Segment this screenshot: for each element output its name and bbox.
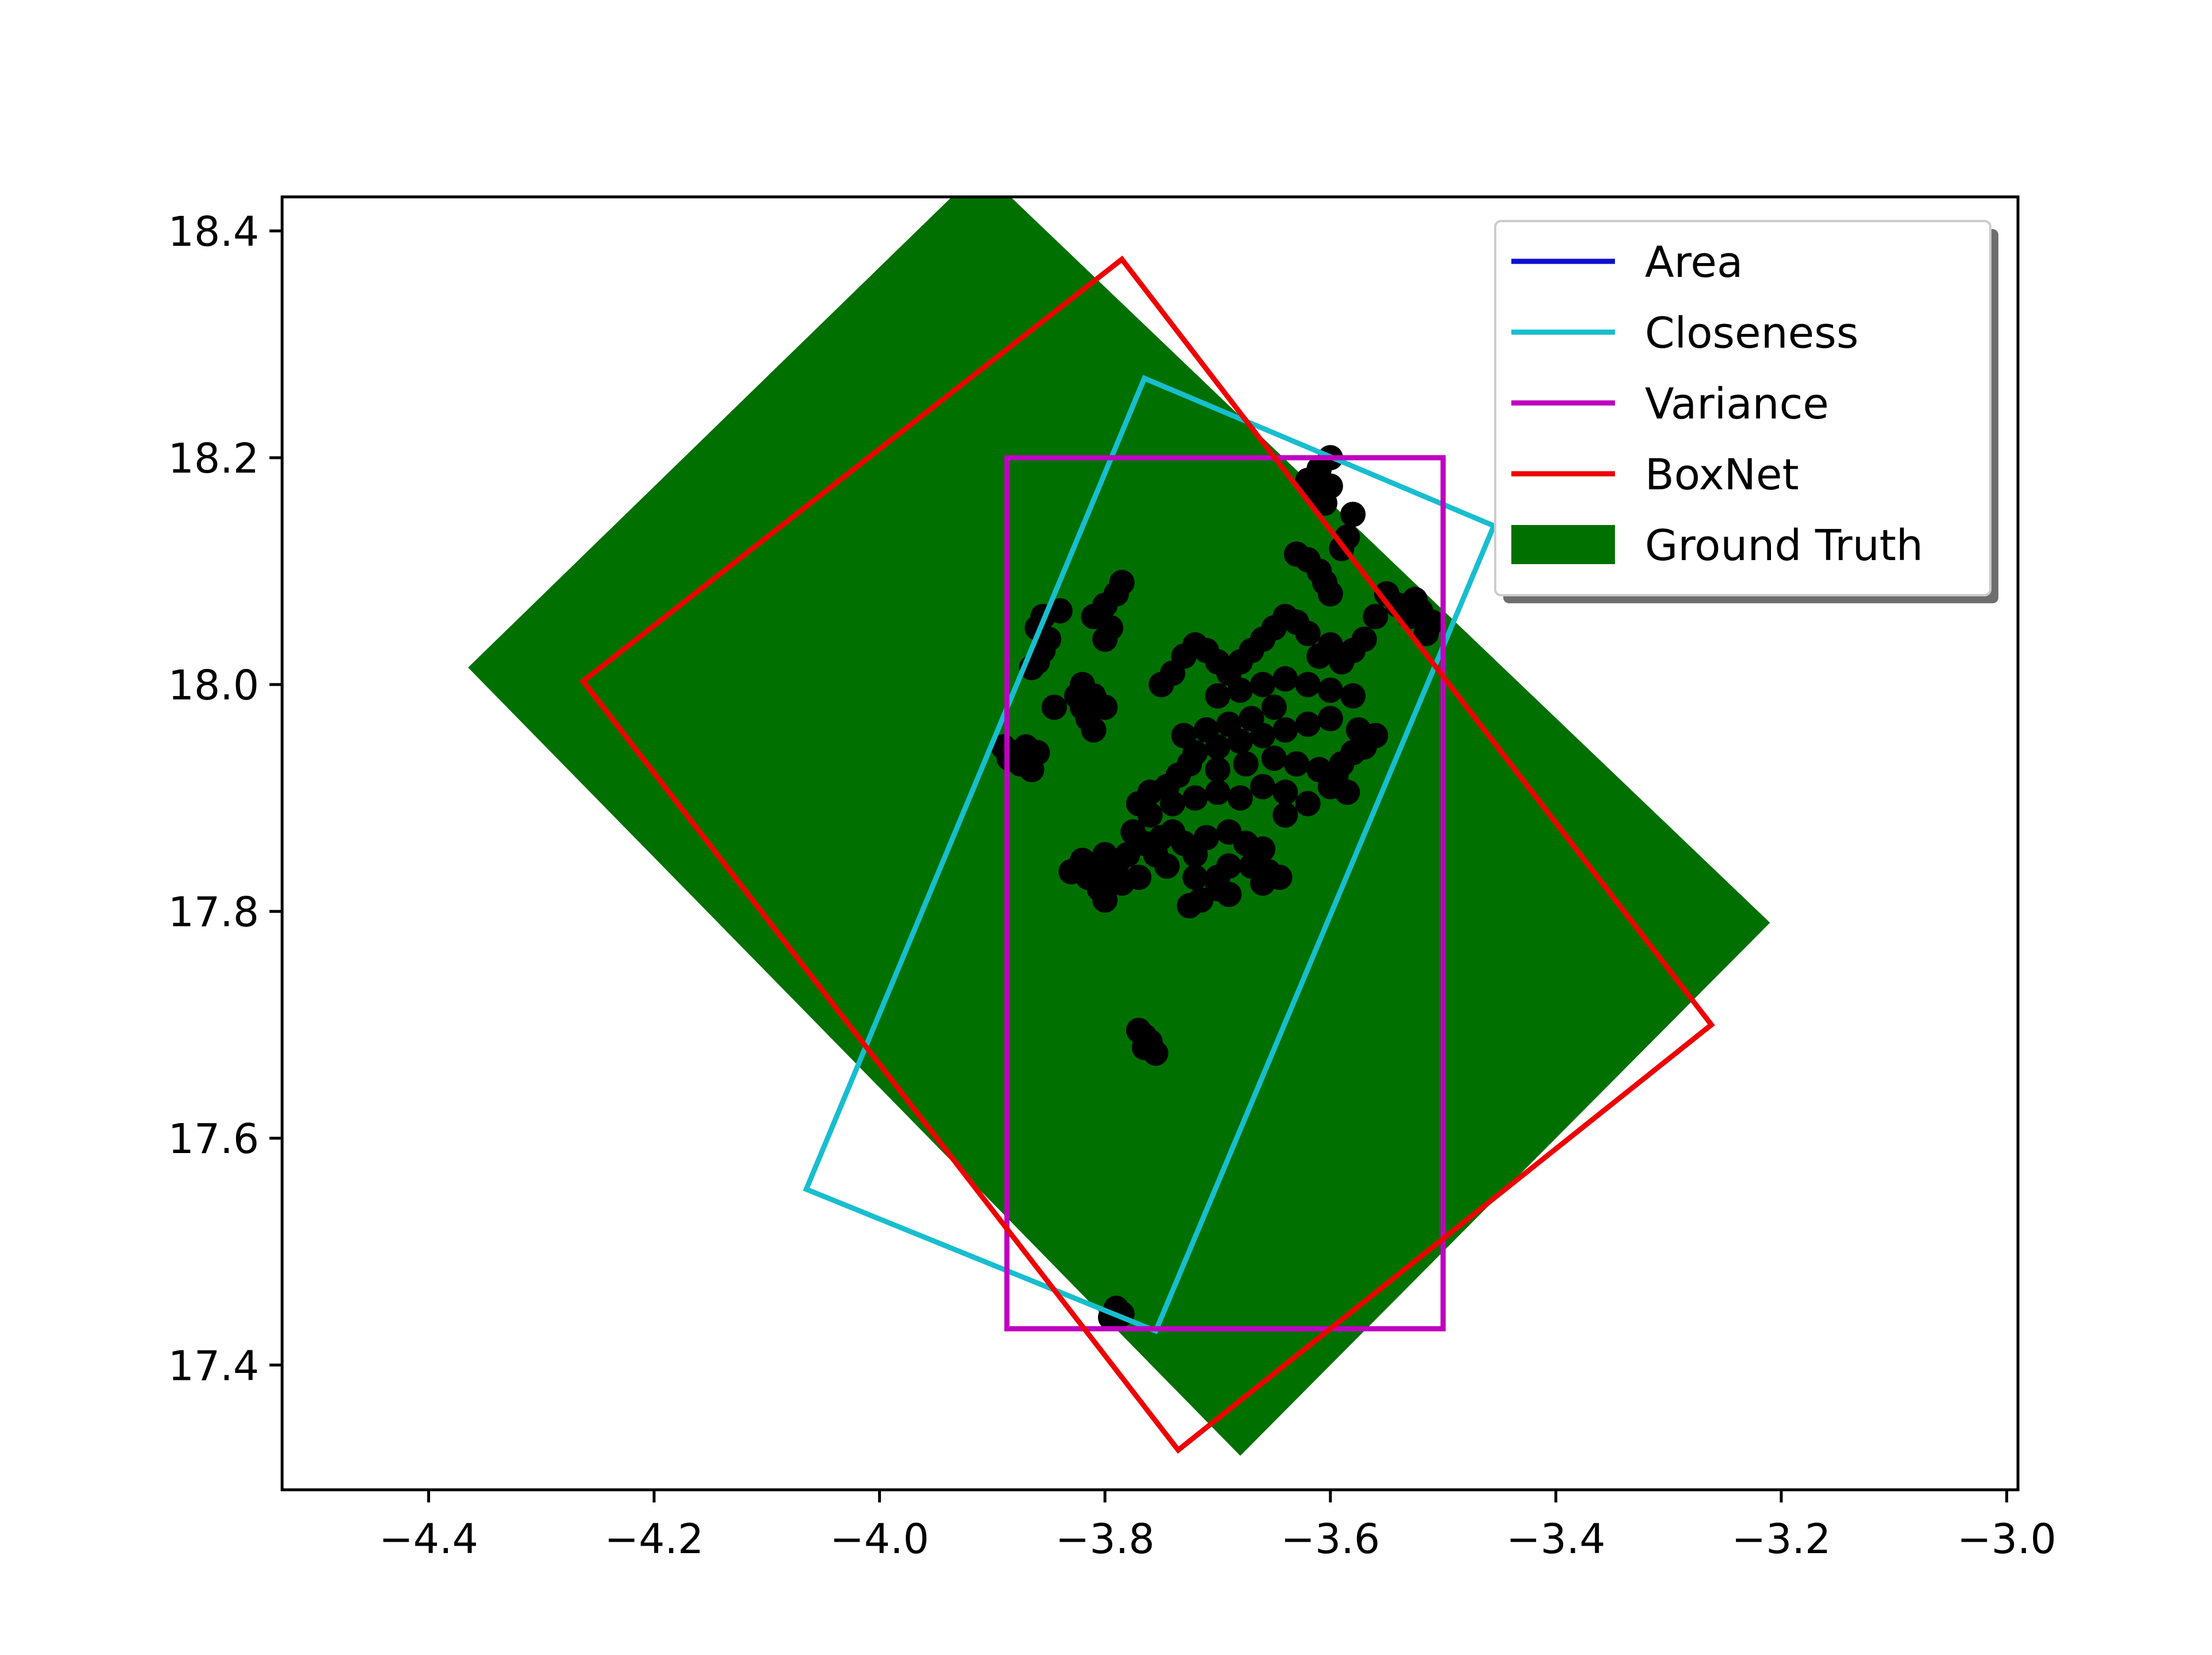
- scatter-point: [1295, 467, 1321, 493]
- scatter-point: [1205, 756, 1230, 782]
- x-tick-label: −3.4: [1506, 1515, 1605, 1563]
- scatter-point: [1182, 785, 1208, 811]
- scatter-point: [1340, 683, 1366, 709]
- scatter-point: [1340, 501, 1366, 527]
- scatter-point: [1363, 604, 1389, 629]
- scatter-point: [1295, 672, 1321, 698]
- scatter-point: [1205, 779, 1230, 805]
- scatter-point: [1081, 717, 1107, 743]
- scatter-point: [1402, 587, 1428, 612]
- x-tick-label: −4.2: [605, 1515, 704, 1563]
- scatter-point: [1250, 672, 1276, 698]
- scatter-point: [1261, 745, 1287, 771]
- scatter-point: [1272, 802, 1298, 828]
- scatter-point: [1182, 865, 1208, 891]
- scatter-point: [1306, 643, 1332, 669]
- scatter-point: [1250, 774, 1276, 800]
- y-tick-label: 17.6: [168, 1115, 259, 1163]
- legend-label-area: Area: [1645, 238, 1743, 287]
- legend-label-variance: Variance: [1645, 379, 1829, 429]
- scatter-point: [1227, 785, 1253, 811]
- y-axis: 17.4 17.6 17.8 18.0 18.2 18.4: [168, 208, 282, 1390]
- scatter-point: [1250, 722, 1276, 748]
- scatter-point: [1092, 887, 1118, 913]
- scatter-point: [1250, 870, 1276, 896]
- scatter-point: [1284, 751, 1309, 777]
- scatter-point: [1317, 581, 1343, 607]
- scatter-point: [1126, 865, 1151, 891]
- scatter-point: [1042, 694, 1067, 720]
- scatter-point: [1272, 666, 1298, 692]
- scatter-point: [1137, 802, 1163, 828]
- boxnet-box: [579, 256, 1715, 1454]
- x-tick-label: −3.6: [1281, 1515, 1380, 1563]
- scatter-point: [1272, 717, 1298, 743]
- y-tick-label: 17.4: [168, 1342, 259, 1390]
- scatter-point: [1317, 678, 1343, 703]
- scatter-point: [1177, 893, 1202, 919]
- y-tick-label: 18.4: [168, 208, 259, 256]
- y-tick-label: 18.2: [168, 435, 259, 482]
- scatter-point: [1284, 541, 1309, 567]
- scatter-point: [1323, 762, 1349, 788]
- legend: Area Closeness Variance BoxNet Ground Truth: [1494, 220, 1998, 603]
- legend-label-ground-truth: Ground Truth: [1645, 521, 1923, 570]
- scatter-point: [1205, 683, 1230, 709]
- x-tick-label: −3.0: [1957, 1515, 2056, 1563]
- scatter-point: [1160, 791, 1185, 816]
- scatter-point: [1227, 678, 1253, 703]
- scatter-point: [1018, 756, 1044, 782]
- scatter-point: [1261, 694, 1287, 720]
- variance-box: [1004, 455, 1446, 1331]
- plot-area: [468, 197, 1770, 1456]
- scatter-point: [1064, 683, 1090, 709]
- y-tick-label: 18.0: [168, 661, 259, 709]
- x-tick-label: −4.4: [379, 1515, 478, 1563]
- x-tick-label: −3.8: [1055, 1515, 1154, 1563]
- axes-frame: [280, 195, 2020, 1492]
- y-tick-label: 17.8: [168, 888, 259, 936]
- legend-swatch-ground-truth: [1511, 525, 1615, 564]
- scatter-point: [1317, 706, 1343, 732]
- scatter-point: [1092, 626, 1118, 652]
- scatter-point: [1233, 751, 1259, 777]
- legend-label-boxnet: BoxNet: [1645, 450, 1799, 500]
- scatter-point: [1143, 842, 1169, 868]
- scatter-point: [1205, 734, 1230, 760]
- x-tick-label: −4.0: [830, 1515, 929, 1563]
- scatter-point: [1194, 825, 1219, 851]
- scatter-point: [1413, 621, 1439, 646]
- x-tick-label: −3.2: [1732, 1515, 1831, 1563]
- scatter-point: [1058, 859, 1084, 885]
- scatter-point: [1109, 569, 1135, 595]
- x-axis: −4.4 −4.2 −4.0 −3.8 −3.6 −3.4 −3.2 −3.0: [379, 1490, 2057, 1563]
- scatter-point: [1216, 881, 1242, 907]
- scatter-point: [1295, 791, 1321, 816]
- scatter-point: [1115, 842, 1141, 868]
- scatter-point: [1227, 728, 1253, 754]
- scatter-point: [1317, 473, 1343, 499]
- scatter-point: [1295, 712, 1321, 737]
- scatter-point: [1131, 1034, 1157, 1060]
- legend-label-closeness: Closeness: [1645, 309, 1858, 358]
- scatter-point: [1149, 672, 1175, 698]
- scatter-point: [1272, 779, 1298, 805]
- legend-box: [1494, 220, 1991, 596]
